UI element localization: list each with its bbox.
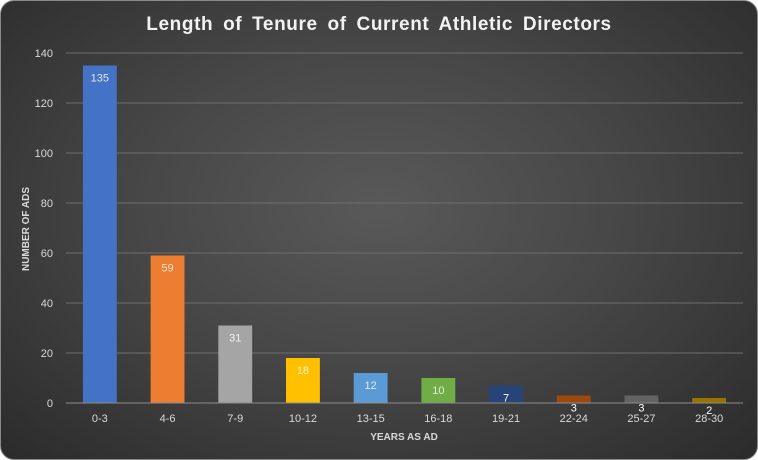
x-axis-title: YEARS AS AD [370,432,438,443]
data-label: 59 [161,263,173,275]
bars [82,65,727,403]
bar-10-12 [286,358,320,403]
y-tick-label: 20 [41,348,53,360]
y-axis-title: NUMBER OF ADS [21,187,32,271]
y-axis-ticks: 0 20 40 60 80 100 120 140 [35,48,53,410]
y-tick-label: 100 [35,148,53,160]
data-label: 10 [432,385,444,397]
y-tick-label: 40 [41,298,53,310]
y-tick-label: 60 [41,248,53,260]
bar-7-9 [218,325,253,403]
x-tick-label: 0-3 [92,413,108,425]
data-label: 3 [571,403,577,415]
x-tick-label: 25-27 [627,413,655,425]
data-label: 3 [638,403,644,415]
y-tick-label: 120 [35,98,53,110]
data-label: 18 [297,365,309,377]
bar-0-3 [82,65,117,403]
x-tick-label: 22-24 [560,413,588,425]
data-labels: 135 59 31 18 12 10 7 3 3 2 [91,73,713,418]
x-tick-label: 13-15 [357,413,385,425]
y-tick-label: 140 [35,48,53,60]
x-tick-label: 4-6 [160,413,176,425]
bar-4-6 [150,255,185,403]
x-tick-label: 10-12 [289,413,317,425]
y-tick-label: 80 [41,198,53,210]
bar-16-18 [421,378,456,403]
bar-22-24 [556,395,591,403]
x-tick-label: 16-18 [424,413,452,425]
bar-28-30 [692,398,727,403]
data-label: 31 [229,333,241,345]
bar-13-15 [353,373,388,403]
data-label: 12 [365,380,377,392]
chart-title: Length of Tenure of Current Athletic Dir… [146,14,611,35]
x-tick-label: 7-9 [227,413,243,425]
data-label: 135 [91,73,109,85]
x-tick-label: 28-30 [695,413,723,425]
data-label: 2 [706,405,712,417]
data-label: 7 [503,393,509,405]
x-tick-label: 19-21 [492,413,520,425]
bar-19-21 [489,385,523,403]
y-tick-label: 0 [47,398,53,410]
x-axis-ticks: 0-3 4-6 7-9 10-12 13-15 16-18 19-21 22-24 25-27 2… [92,413,723,425]
bar-25-27 [624,395,659,403]
